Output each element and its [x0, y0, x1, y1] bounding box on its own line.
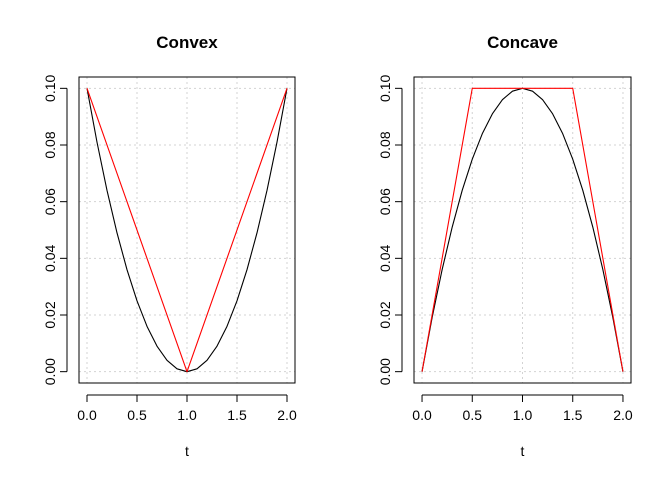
x-tick-label: 1.0 [513, 407, 533, 423]
plot-frame [78, 76, 296, 384]
series-line-1 [86, 88, 288, 373]
x-axis-label: t [185, 443, 189, 459]
y-tick-label: 0.00 [377, 358, 393, 385]
y-tick-label: 0.10 [42, 74, 58, 101]
chart-title: Convex [156, 33, 218, 52]
plot-frame [413, 76, 632, 384]
y-tick-label: 0.00 [42, 358, 58, 385]
y-tick-label: 0.08 [377, 131, 393, 158]
x-tick-label: 1.5 [563, 407, 583, 423]
y-tick-label: 0.06 [42, 188, 58, 215]
x-tick-label: 0.0 [412, 407, 432, 423]
x-tick-label: 0.5 [127, 407, 147, 423]
x-tick-label: 1.5 [227, 407, 247, 423]
y-tick-label: 0.02 [42, 301, 58, 328]
y-tick-label: 0.10 [377, 74, 393, 101]
y-tick-label: 0.04 [42, 244, 58, 271]
chart-title: Concave [487, 33, 558, 52]
x-tick-label: 0.0 [77, 407, 97, 423]
series-line-2 [421, 87, 624, 372]
x-axis-label: t [521, 443, 525, 459]
series-line-2 [86, 88, 288, 373]
x-tick-label: 2.0 [613, 407, 633, 423]
series-line-1 [421, 87, 624, 372]
y-tick-label: 0.04 [377, 244, 393, 271]
x-tick-label: 2.0 [277, 407, 297, 423]
chart-panel-2: 0.0 0.5 1.0 1.5 2.0 0.00 0.02 0.04 0.06 0.08 0.10 C… [377, 33, 633, 459]
x-tick-label: 0.5 [463, 407, 483, 423]
y-tick-label: 0.08 [42, 131, 58, 158]
chart-panel-1: 0.0 0.5 1.0 1.5 2.0 0.00 0.02 0.04 0.06 0.08 0.10 C… [42, 33, 297, 459]
y-tick-label: 0.02 [377, 301, 393, 328]
x-tick-label: 1.0 [177, 407, 197, 423]
y-tick-label: 0.06 [377, 188, 393, 215]
